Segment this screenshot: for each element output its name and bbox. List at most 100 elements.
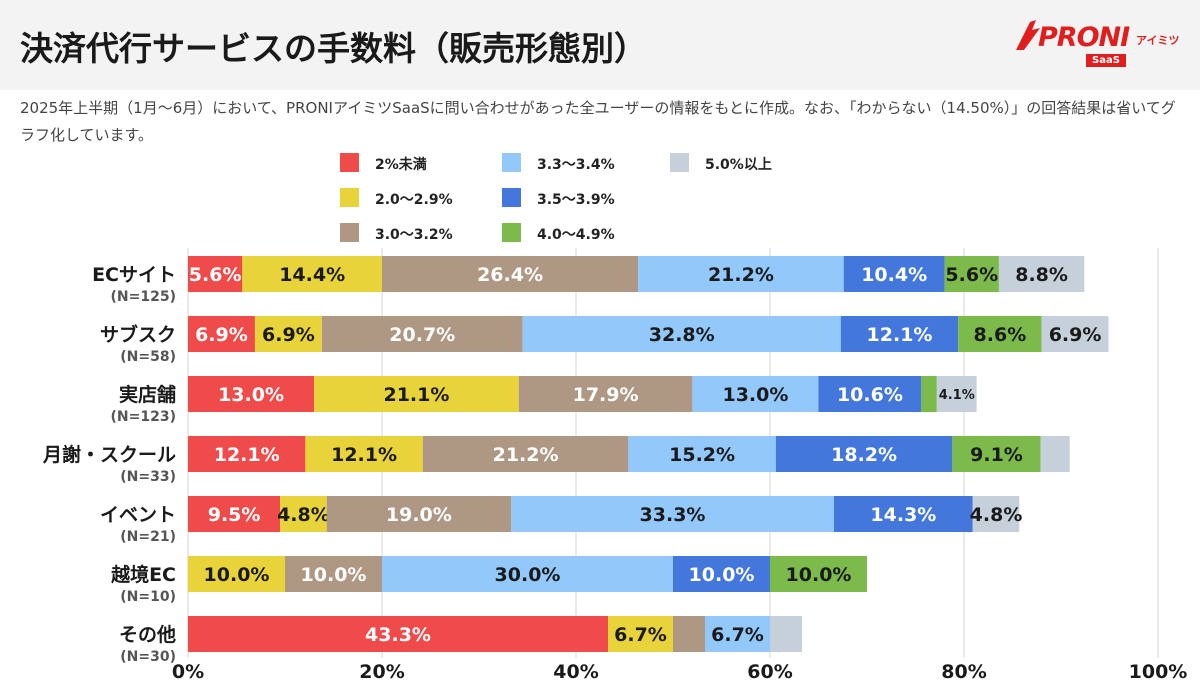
data-label: 10.4% bbox=[861, 264, 927, 286]
legend-label: 2%未満 bbox=[375, 157, 427, 173]
legend-label: 4.0〜4.9% bbox=[537, 227, 615, 243]
data-label: 6.7% bbox=[711, 624, 764, 646]
data-label: 19.0% bbox=[386, 504, 452, 526]
bar-segment bbox=[673, 616, 706, 652]
data-label: 8.8% bbox=[1015, 264, 1068, 286]
x-tick-label: 100% bbox=[1129, 661, 1188, 683]
bar-segment bbox=[921, 376, 937, 412]
legend-label: 3.5〜3.9% bbox=[537, 192, 615, 208]
data-label: 15.2% bbox=[669, 444, 735, 466]
bar-segment bbox=[608, 616, 673, 652]
bar-segment bbox=[775, 436, 953, 472]
bar-segment bbox=[188, 316, 255, 352]
bar-segment bbox=[382, 256, 639, 292]
data-label: 12.1% bbox=[214, 444, 280, 466]
legend-label: 3.0〜3.2% bbox=[375, 227, 453, 243]
data-label: 6.9% bbox=[1049, 324, 1102, 346]
data-label: 14.4% bbox=[279, 264, 345, 286]
x-tick-label: 60% bbox=[747, 661, 792, 683]
data-label: 5.6% bbox=[945, 264, 998, 286]
data-label: 30.0% bbox=[495, 564, 561, 586]
bar-segment bbox=[188, 556, 285, 592]
bar-segment bbox=[242, 256, 382, 292]
legend-label: 3.3〜3.4% bbox=[537, 157, 615, 173]
data-label: 13.0% bbox=[218, 384, 284, 406]
brand-logo: PRONI アイミツ SaaS bbox=[1016, 18, 1183, 70]
bar-segment bbox=[1041, 316, 1109, 352]
category-label: 月謝・スクール bbox=[42, 443, 176, 466]
x-tick-label: 20% bbox=[359, 661, 404, 683]
logo-tag: SaaS bbox=[1086, 54, 1126, 67]
category-label: その他 bbox=[119, 623, 176, 646]
data-label: 5.6% bbox=[189, 264, 242, 286]
bar-segment bbox=[952, 436, 1041, 472]
legend-swatch bbox=[502, 188, 521, 207]
bar-segment bbox=[958, 316, 1042, 352]
data-label: 32.8% bbox=[649, 324, 715, 346]
data-label: 21.2% bbox=[708, 264, 774, 286]
category-count: (N=21) bbox=[120, 529, 176, 545]
bar-segment bbox=[285, 556, 382, 592]
category-count: (N=10) bbox=[120, 589, 176, 605]
category-label: イベント bbox=[100, 504, 176, 526]
category-count: (N=125) bbox=[111, 289, 176, 305]
bar-segment bbox=[188, 496, 281, 532]
bar-segment bbox=[321, 316, 523, 352]
bar-segment bbox=[188, 616, 609, 652]
bar-segment bbox=[188, 436, 306, 472]
data-label: 21.2% bbox=[493, 444, 559, 466]
bar-segment bbox=[280, 496, 327, 532]
category-count: (N=33) bbox=[120, 469, 176, 485]
x-tick-label: 40% bbox=[553, 661, 598, 683]
category-label: サブスク bbox=[100, 323, 176, 346]
logo-sub-text: アイミツ bbox=[1136, 34, 1180, 47]
data-label: 12.1% bbox=[867, 324, 933, 346]
category-count: (N=30) bbox=[120, 649, 176, 665]
data-label: 8.6% bbox=[974, 324, 1027, 346]
bar-segment bbox=[314, 376, 519, 412]
data-label: 4.1% bbox=[939, 388, 975, 403]
bar-segment bbox=[422, 436, 629, 472]
legend-swatch bbox=[670, 153, 689, 172]
data-label: 12.1% bbox=[331, 444, 397, 466]
bar-segment bbox=[834, 496, 973, 532]
data-label: 26.4% bbox=[477, 264, 543, 286]
bar-segment bbox=[705, 616, 770, 652]
data-label: 6.9% bbox=[262, 324, 315, 346]
bar-segment bbox=[638, 256, 844, 292]
legend-label: 2.0〜2.9% bbox=[375, 192, 453, 208]
data-label: 9.5% bbox=[208, 504, 261, 526]
bar-segment bbox=[188, 376, 315, 412]
x-tick-label: 0% bbox=[172, 661, 204, 683]
header-bar: 決済代行サービスの手数料（販売形態別） PRONI アイミツ SaaS bbox=[0, 0, 1200, 90]
data-label: 10.6% bbox=[837, 384, 903, 406]
legend-swatch bbox=[502, 223, 521, 242]
bar-segment bbox=[998, 256, 1085, 292]
bar-segment bbox=[305, 436, 423, 472]
legend-swatch bbox=[340, 153, 359, 172]
logo-mark-icon bbox=[1016, 20, 1040, 50]
bar-segment bbox=[843, 256, 945, 292]
data-label: 17.9% bbox=[573, 384, 639, 406]
bar-segment bbox=[326, 496, 512, 532]
data-label: 14.3% bbox=[870, 504, 936, 526]
bar-segment bbox=[382, 556, 673, 592]
bar-segment bbox=[818, 376, 922, 412]
bar-segment bbox=[254, 316, 322, 352]
legend-swatch bbox=[340, 188, 359, 207]
data-label: 33.3% bbox=[640, 504, 706, 526]
bar-segment bbox=[770, 616, 803, 652]
logo-text: PRONI bbox=[1038, 22, 1130, 53]
data-label: 13.0% bbox=[722, 384, 788, 406]
bar-segment bbox=[692, 376, 819, 412]
chart-note: 2025年上半期（1月〜6月）において、PRONIアイミツSaaSに問い合わせが… bbox=[20, 99, 1176, 144]
bar-segment bbox=[936, 376, 977, 412]
data-label: 10.0% bbox=[204, 564, 270, 586]
data-label: 20.7% bbox=[389, 324, 455, 346]
bar-segment bbox=[972, 496, 1020, 532]
bar-segment bbox=[511, 496, 835, 532]
legend-swatch bbox=[340, 223, 359, 242]
legend-swatch bbox=[502, 153, 521, 172]
data-label: 4.8% bbox=[970, 504, 1023, 526]
